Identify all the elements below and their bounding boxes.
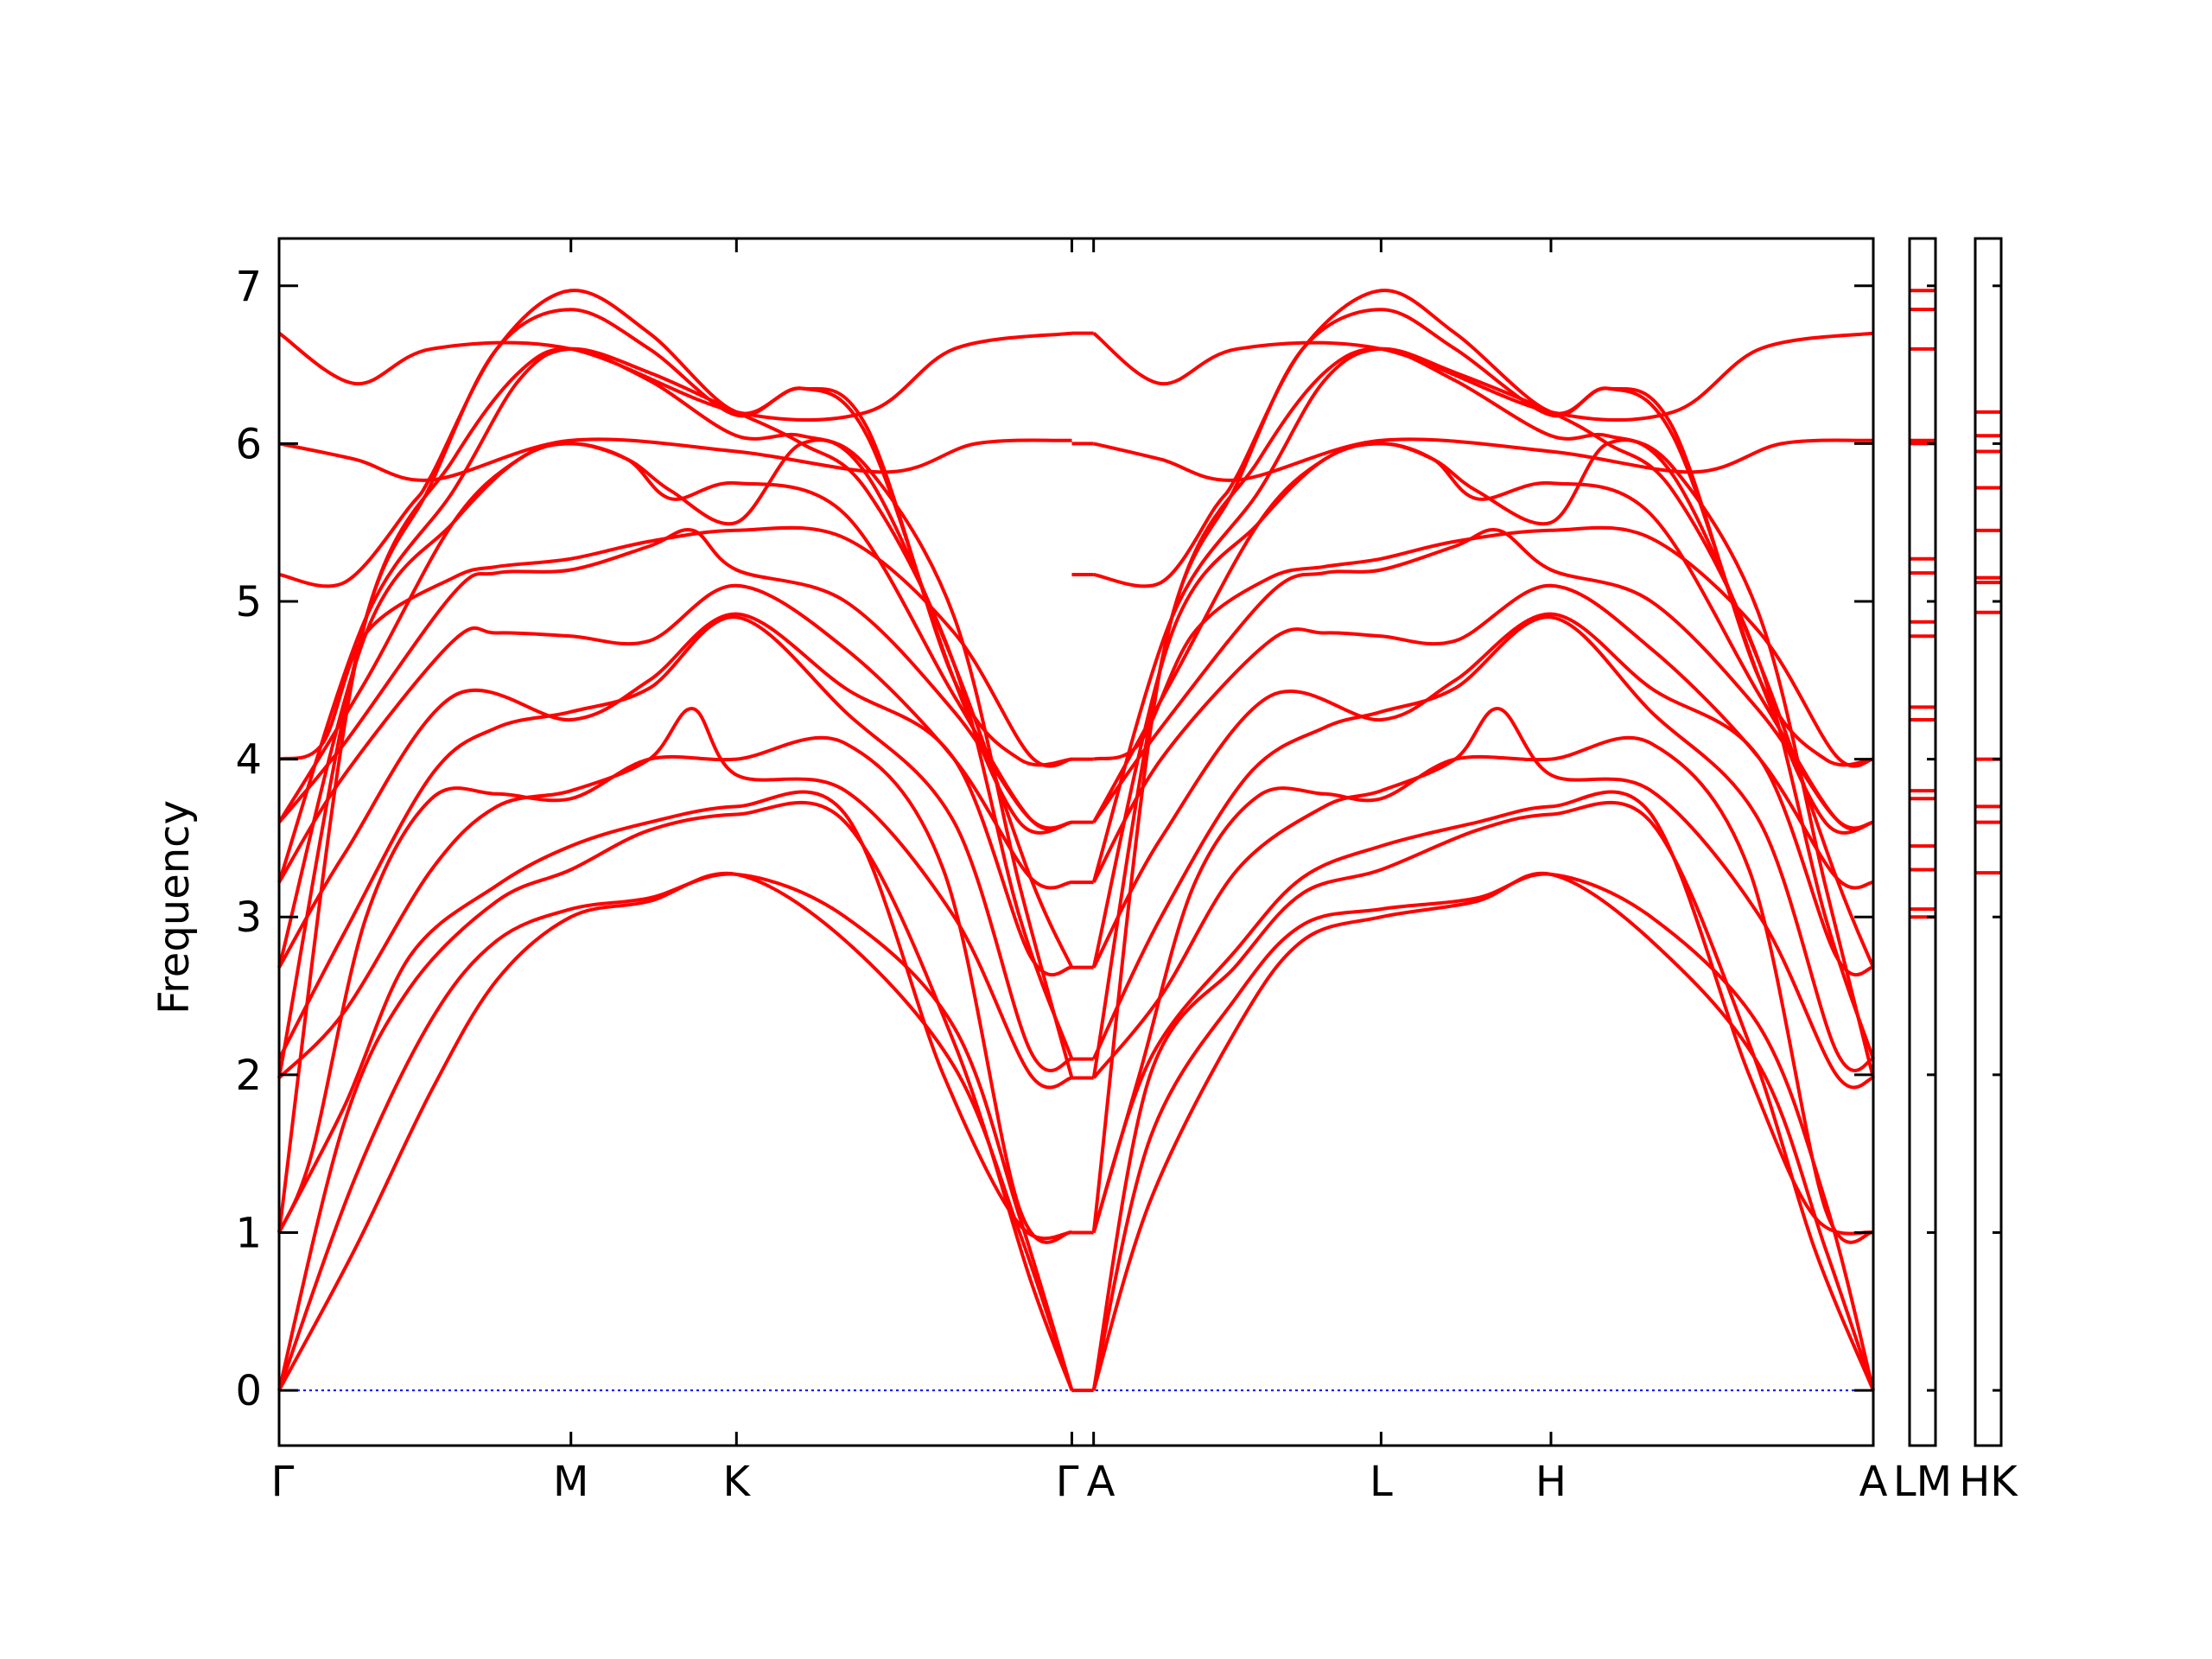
gamma-m-k-gamma-band-3 <box>277 800 1074 1391</box>
side-panel-L-M: LM <box>1893 237 1952 1506</box>
a-l-h-a-band-9 <box>1091 583 1874 890</box>
a-l-h-a-band-19 <box>1092 331 1874 422</box>
side-panel-H-K-frame <box>1974 237 2003 1447</box>
a-l-h-a-band-12 <box>1091 442 1874 831</box>
gamma-m-k-gamma-band-2 <box>277 872 1074 1391</box>
x-tick-label-H: H <box>1535 1458 1567 1506</box>
y-tick-label-0: 0 <box>235 1367 262 1415</box>
a-l-h-a-band-18 <box>1093 437 1874 482</box>
band-lines <box>277 289 1875 1393</box>
y-tick-label-7: 7 <box>235 263 262 311</box>
gamma-m-k-gamma-band-5 <box>277 735 1073 1244</box>
gamma-m-k-gamma-band-17 <box>278 289 1072 767</box>
a-l-h-a-band-11 <box>1093 525 1874 768</box>
a-l-h-a-band-10 <box>1092 527 1874 830</box>
gamma-m-k-gamma-band-6 <box>277 707 1072 1090</box>
a-l-h-a-band-8 <box>1091 612 1874 977</box>
a-l-h-a-band-2 <box>1091 872 1875 1391</box>
gamma-m-k-gamma-band-19 <box>277 331 1072 422</box>
x-tick-label-K: K <box>723 1458 752 1506</box>
plot-frame <box>277 237 1875 1447</box>
a-l-h-a-band-1 <box>1091 871 1875 1391</box>
gamma-m-k-gamma-band-8 <box>277 612 1073 977</box>
x-tick-label-L: L <box>1370 1458 1393 1506</box>
gamma-m-k-gamma-band-4 <box>277 790 1072 1241</box>
gamma-m-k-gamma-band-13 <box>277 438 1074 969</box>
side-panel-H-K: HK <box>1959 237 2018 1506</box>
a-l-h-a-band-5 <box>1091 735 1874 1244</box>
a-l-h-a-band-6 <box>1092 707 1874 1090</box>
a-l-h-a-band-17 <box>1093 289 1874 767</box>
y-tick-label-5: 5 <box>235 578 262 626</box>
side-panel-L-M-label: LM <box>1893 1458 1952 1506</box>
y-tick-label-2: 2 <box>235 1052 262 1100</box>
side-panels: LM HK <box>1893 237 2018 1506</box>
y-tick-label-3: 3 <box>235 893 262 942</box>
x-tick-label-A: A <box>1087 1458 1116 1506</box>
side-panel-L-M-frame <box>1908 237 1937 1447</box>
x-tick-label-Γ: Γ <box>1056 1458 1079 1506</box>
x-tick-label-A: A <box>1859 1458 1888 1506</box>
y-tick-label-6: 6 <box>235 420 262 468</box>
a-l-h-a-band-4 <box>1091 790 1874 1236</box>
a-l-h-a-band-7 <box>1091 615 1874 1072</box>
gamma-m-k-gamma-band-9 <box>277 583 1072 890</box>
gamma-m-k-gamma-band-12 <box>277 442 1072 831</box>
gamma-m-k-gamma-band-10 <box>277 527 1072 830</box>
side-panel-H-K-label: HK <box>1959 1458 2018 1506</box>
x-tick-label-M: M <box>553 1458 588 1506</box>
y-axis-label: Frequency <box>150 800 199 1014</box>
y-tick-label-1: 1 <box>235 1209 262 1257</box>
y-tick-label-4: 4 <box>235 736 262 785</box>
x-tick-label-Γ: Γ <box>271 1458 295 1506</box>
a-l-h-a-band-3 <box>1091 800 1875 1391</box>
gamma-m-k-gamma-band-18 <box>278 437 1072 482</box>
gamma-m-k-gamma-band-7 <box>277 615 1072 1072</box>
